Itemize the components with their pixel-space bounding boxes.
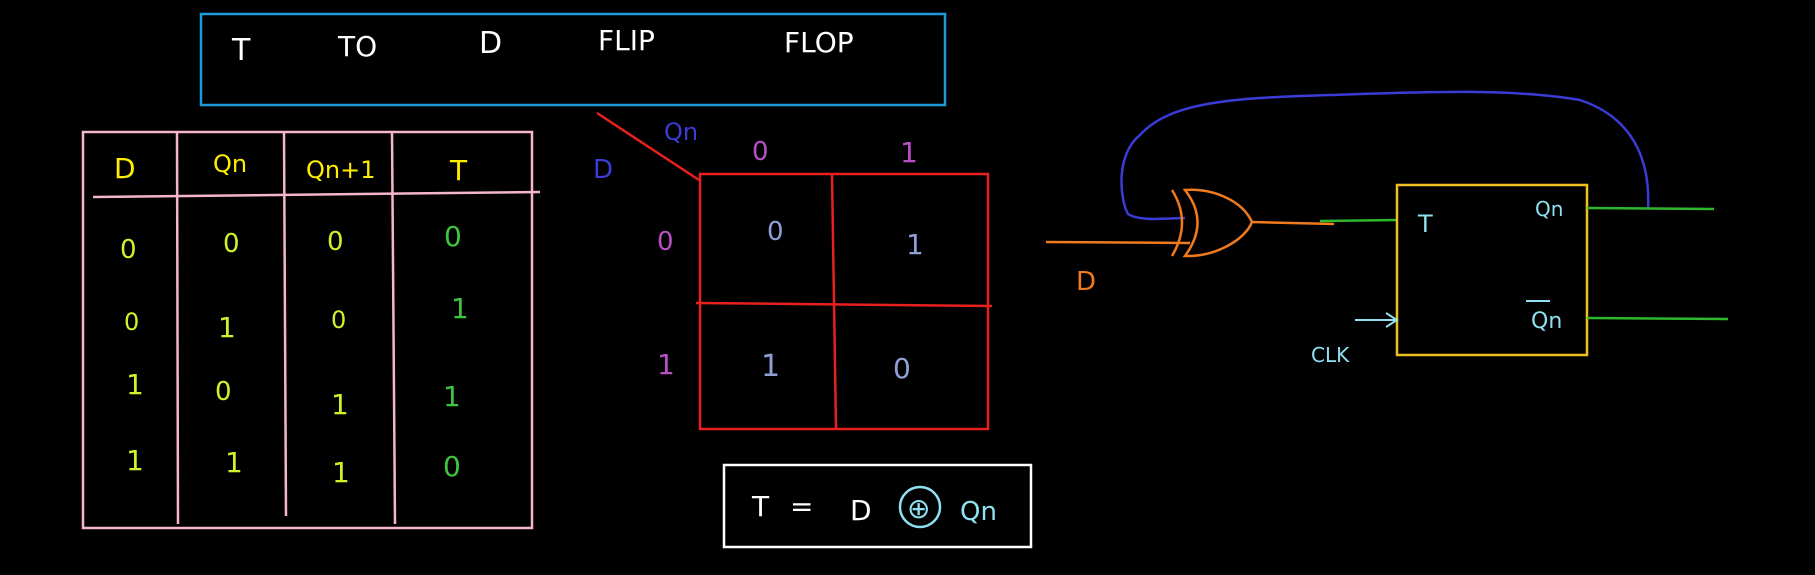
equation-a: D <box>850 494 872 527</box>
t-flipflop-box <box>1395 183 1589 357</box>
kmap-diagonal <box>596 111 700 182</box>
kmap-row-header-1: 1 <box>657 348 675 381</box>
title-word-flip: FLIP <box>598 24 655 57</box>
truth-table-frame <box>81 130 534 530</box>
truth-table-cell-t: 1 <box>451 292 469 325</box>
kmap-col-header-0: 0 <box>752 137 769 167</box>
truth-table-cell-qn: 0 <box>215 377 232 407</box>
xor-gate-back <box>1170 189 1184 257</box>
xor-output-wire <box>1251 220 1335 226</box>
q-output-wire <box>1586 206 1715 211</box>
table-row: 1 0 1 1 <box>126 368 461 421</box>
qbar-output-wire <box>1586 316 1729 321</box>
truth-table-cell-qn1: 1 <box>332 456 350 489</box>
truth-table-header-d: D <box>114 152 136 185</box>
truth-table-cell-t: 0 <box>444 220 462 253</box>
truth-table-header-t: T <box>449 154 468 187</box>
kmap-cell-01: 1 <box>906 228 924 261</box>
kmap-grid-vertical <box>830 173 838 430</box>
truth-table-cell-d: 0 <box>124 308 139 336</box>
kmap-grid-frame <box>698 172 990 431</box>
xor-gate-body <box>1182 188 1254 258</box>
table-row: 0 1 0 1 <box>124 292 469 344</box>
t-input-wire <box>1319 218 1399 223</box>
kmap-col-var: Qn <box>664 118 698 146</box>
equation-box: T = D ⊕ Qn <box>722 463 1033 549</box>
equation-lhs: T <box>751 490 770 523</box>
truth-table-cell-qn1: 0 <box>327 227 344 257</box>
kmap-row-var: D <box>593 155 613 185</box>
equation-box-frame <box>722 463 1033 549</box>
flipflop-q-label: Qn <box>1535 197 1563 221</box>
flipflop-qbar-label: Qn <box>1531 309 1562 334</box>
circuit-input-d: D <box>1076 267 1096 297</box>
equation-b: Qn <box>960 497 997 527</box>
truth-table-cell-t: 1 <box>443 380 461 413</box>
xor-symbol-circle <box>898 485 942 529</box>
d-input-wire <box>1045 240 1191 245</box>
clock-label: CLK <box>1311 343 1350 367</box>
truth-table-col-divider-1 <box>175 131 180 525</box>
kmap-cell-11: 0 <box>893 352 911 385</box>
truth-table-header-qn: Qn <box>213 150 247 178</box>
truth-table-cell-qn1: 1 <box>331 388 349 421</box>
truth-table-header-divider <box>92 190 541 199</box>
equation-equals: = <box>790 490 813 523</box>
title-box: T TO D FLIP FLOP <box>199 12 947 107</box>
flipflop-t-label: T <box>1417 210 1433 238</box>
truth-table-cell-qn: 0 <box>223 229 240 259</box>
kmap-row-header-0: 0 <box>657 227 674 257</box>
title-word-to: TO <box>337 30 377 63</box>
clock-arrow-icon <box>1385 312 1399 328</box>
table-row: 1 1 1 0 <box>126 444 461 489</box>
truth-table-cell-qn1: 0 <box>331 306 346 334</box>
truth-table-col-divider-3 <box>390 131 397 525</box>
truth-table-cell-d: 1 <box>126 368 144 401</box>
kmap: Qn D 0 1 0 1 0 1 1 0 <box>593 111 993 431</box>
kmap-col-header-1: 1 <box>900 136 918 169</box>
truth-table-cell-d: 1 <box>126 444 144 477</box>
truth-table-cell-qn: 1 <box>218 311 236 344</box>
title-word-flop: FLOP <box>784 26 854 59</box>
kmap-cell-10: 1 <box>761 349 780 384</box>
kmap-cell-00: 0 <box>767 217 784 247</box>
truth-table-header-qn1: Qn+1 <box>306 156 375 184</box>
title-word-t: T <box>231 33 251 68</box>
truth-table-cell-qn: 1 <box>225 446 243 479</box>
truth-table-cell-t: 0 <box>443 450 461 483</box>
table-row: 0 0 0 0 <box>120 220 462 265</box>
equation-op: ⊕ <box>907 492 930 525</box>
feedback-wire <box>1120 90 1650 221</box>
truth-table: D Qn Qn+1 T 0 0 0 0 0 1 0 1 1 0 1 1 1 1 … <box>81 130 541 530</box>
kmap-grid-horizontal <box>695 301 993 308</box>
truth-table-cell-d: 0 <box>120 235 137 265</box>
title-word-d: D <box>479 26 502 61</box>
circuit: D T Qn Qn CLK <box>1045 90 1729 367</box>
title-box-frame <box>199 12 947 107</box>
truth-table-col-divider-2 <box>282 131 288 517</box>
